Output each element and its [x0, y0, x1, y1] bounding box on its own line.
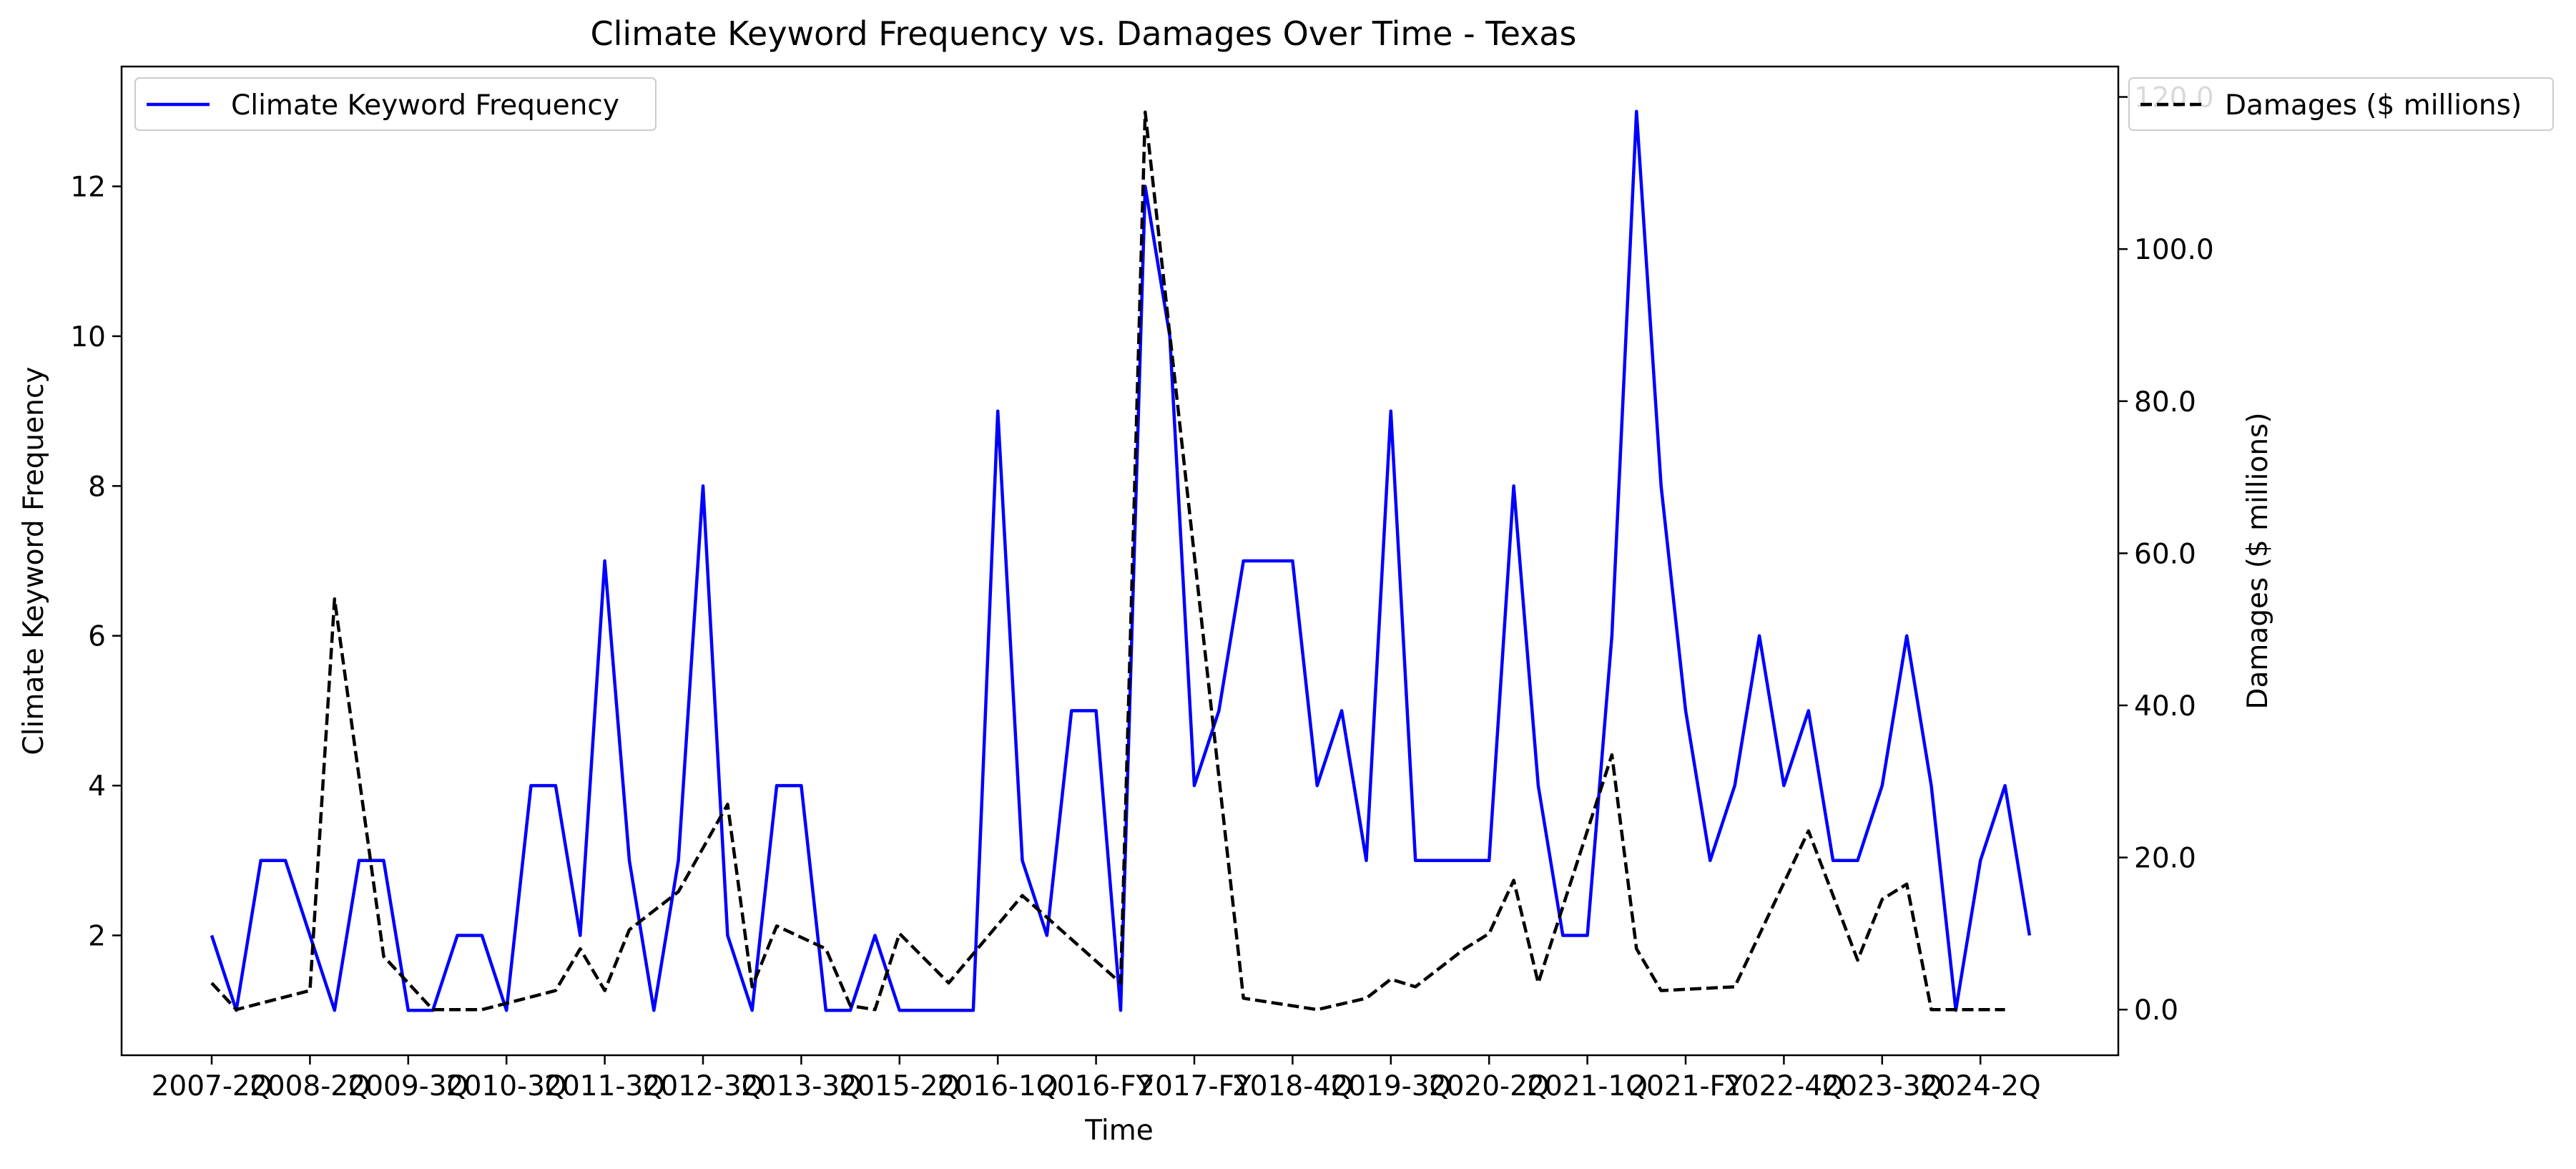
- plot-frame: [120, 65, 2120, 1057]
- legend-right: Damages ($ millions): [2128, 77, 2554, 131]
- x-tick-label: 2021-FY: [1628, 1070, 1743, 1102]
- legend-left-label: Climate Keyword Frequency: [231, 89, 619, 122]
- x-tick-label: 2012-3Q: [643, 1070, 764, 1102]
- y-axis-left: 2 4 6 8 10 12: [70, 172, 122, 952]
- x-tick-label: 2010-3Q: [446, 1070, 567, 1102]
- legend-right-label: Damages ($ millions): [2225, 89, 2522, 122]
- x-tick-label: 2016-FY: [1039, 1070, 1154, 1102]
- x-tick-label: 2021-1Q: [1527, 1070, 1648, 1102]
- y-left-tick-label: 4: [88, 771, 106, 803]
- x-tick-label: 2023-3Q: [1822, 1070, 1942, 1102]
- x-axis: 2007-2Q2008-2Q2009-3Q2010-3Q2011-3Q2012-…: [152, 1055, 2041, 1102]
- x-tick-label: 2015-2Q: [839, 1070, 960, 1102]
- x-tick-label: 2024-2Q: [1920, 1070, 2041, 1102]
- y-left-tick-label: 6: [88, 621, 106, 653]
- y-left-tick-label: 8: [88, 471, 106, 503]
- x-tick-label: 2018-4Q: [1232, 1070, 1353, 1102]
- x-tick-label: 2011-3Q: [544, 1070, 665, 1102]
- x-axis-title: Time: [1084, 1115, 1153, 1147]
- y-left-tick-label: 10: [70, 321, 106, 353]
- x-tick-label: 2009-3Q: [348, 1070, 468, 1102]
- series-line-damages: [210, 110, 2005, 1012]
- y-right-tick-label: 60.0: [2134, 538, 2196, 570]
- legend-right-box: [2128, 77, 2554, 131]
- y-right-tick-label: 20.0: [2134, 843, 2196, 875]
- y-right-tick-label: 100.0: [2134, 234, 2214, 266]
- y-axis-right-title: Damages ($ millions): [2242, 412, 2274, 709]
- x-tick-label: 2008-2Q: [250, 1070, 370, 1102]
- legend-left-box: [134, 77, 657, 131]
- legend-left: Climate Keyword Frequency: [134, 77, 657, 131]
- plot-lines: [210, 109, 2032, 1012]
- chart-title: Climate Keyword Frequency vs. Damages Ov…: [591, 14, 1577, 53]
- y-left-tick-label: 12: [70, 172, 106, 204]
- y-axis-left-title: Climate Keyword Frequency: [18, 367, 50, 755]
- x-tick-label: 2022-4Q: [1724, 1070, 1844, 1102]
- x-tick-label: 2007-2Q: [152, 1070, 272, 1102]
- x-tick-label: 2017-FY: [1137, 1070, 1252, 1102]
- series-line-keyword-frequency: [210, 109, 2032, 1012]
- x-tick-label: 2016-1Q: [938, 1070, 1058, 1102]
- y-right-tick-label: 40.0: [2134, 690, 2196, 723]
- x-tick-label: 2020-2Q: [1429, 1070, 1550, 1102]
- y-right-tick-label: 80.0: [2134, 386, 2196, 419]
- x-tick-label: 2013-3Q: [741, 1070, 862, 1102]
- x-tick-label: 2019-3Q: [1330, 1070, 1451, 1102]
- y-right-tick-label: 0.0: [2134, 994, 2178, 1027]
- y-left-tick-label: 2: [88, 920, 106, 952]
